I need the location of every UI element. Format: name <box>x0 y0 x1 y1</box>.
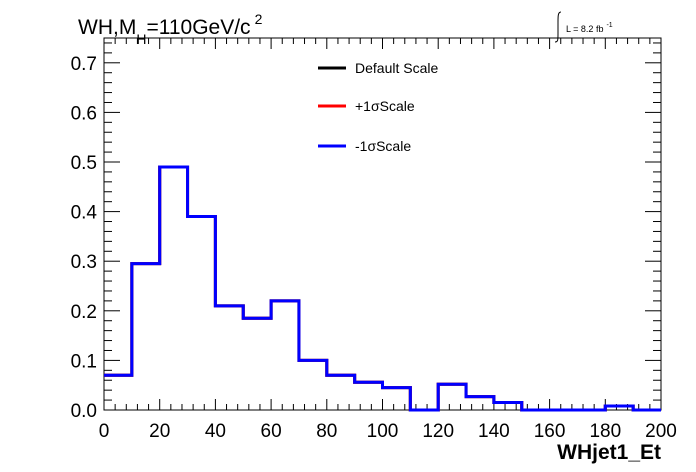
integral-icon <box>554 11 562 43</box>
y-tick-label: 0.1 <box>71 351 97 372</box>
legend-label: Default Scale <box>355 60 438 76</box>
histogram-series-line <box>104 165 661 412</box>
legend-label: +1σScale <box>355 98 415 114</box>
x-tick-label: 60 <box>261 421 282 442</box>
x-tick-label: 100 <box>367 421 399 442</box>
x-axis-label: WHjet1_Et <box>557 441 661 464</box>
y-tick-label: 0.4 <box>71 203 98 224</box>
y-tick-label: 0.6 <box>71 103 97 124</box>
x-tick-label: 160 <box>534 421 566 442</box>
series-layer <box>104 165 661 412</box>
y-axis: 0.0 0.1 0.2 0.3 0.4 0.5 0.6 0.7 <box>71 42 661 422</box>
x-tick-label: 200 <box>645 421 677 442</box>
x-axis: 0 20 40 60 80 100 120 140 160 180 200 <box>99 38 677 442</box>
x-tick-label: 40 <box>205 421 226 442</box>
chart-title: WH,MH=110GeV/c 2 <box>78 11 263 47</box>
lumi-label: L = 8.2 fb -1 <box>566 22 613 34</box>
x-tick-label: 120 <box>422 421 454 442</box>
x-tick-label: 0 <box>99 421 110 442</box>
y-tick-label: 0.2 <box>71 302 97 323</box>
lumi-annotation: L = 8.2 fb -1 <box>554 11 613 43</box>
y-tick-label: 0.5 <box>71 153 97 174</box>
x-tick-label: 20 <box>149 421 170 442</box>
y-tick-label: 0.7 <box>71 54 97 75</box>
legend-label: -1σScale <box>355 138 411 154</box>
y-tick-label: 0.0 <box>71 401 97 422</box>
x-tick-label: 80 <box>316 421 337 442</box>
legend: Default Scale +1σScale -1σScale <box>318 60 438 154</box>
x-tick-label: 140 <box>478 421 510 442</box>
x-tick-label: 180 <box>589 421 621 442</box>
y-tick-label: 0.3 <box>71 252 97 273</box>
